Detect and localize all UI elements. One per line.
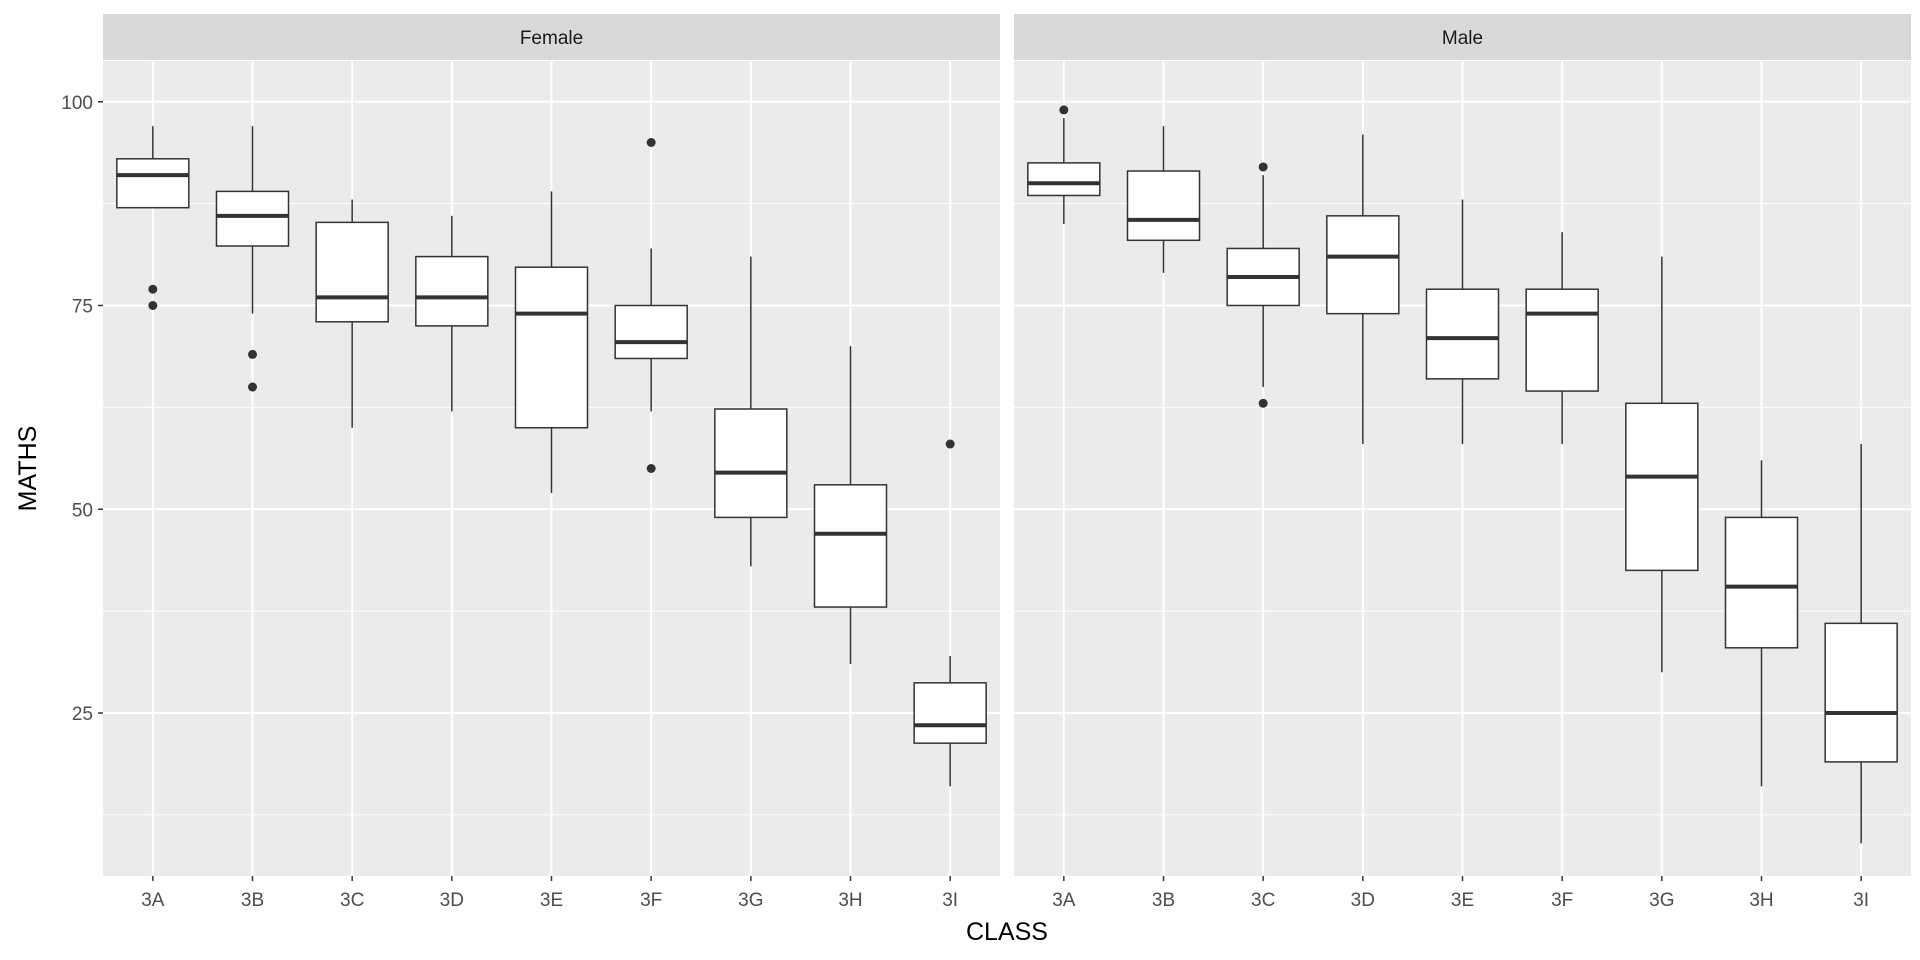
- box-3b: [215, 126, 290, 392]
- x-tick-label: 3B: [1152, 890, 1175, 911]
- box-3f: [614, 138, 688, 473]
- box-body: [1027, 162, 1101, 197]
- x-tick-label: 3H: [838, 890, 862, 911]
- box-3c: [315, 199, 389, 428]
- box-body: [1525, 288, 1599, 392]
- x-tick-label: 3A: [1052, 890, 1076, 911]
- box-3e: [1425, 199, 1500, 445]
- x-tick-label: 3B: [241, 890, 264, 911]
- facet-panel-female: Female 3A 3B 3C 3D 3E 3F 3G 3H 3I: [103, 14, 1000, 911]
- x-tick-label: 3H: [1749, 890, 1773, 911]
- outlier-point: [945, 439, 955, 449]
- box-body: [215, 190, 290, 247]
- box-body: [913, 682, 987, 744]
- x-tick-label: 3A: [141, 890, 165, 911]
- outlier-point: [646, 464, 656, 473]
- box-3b: [1126, 126, 1201, 273]
- y-tick-label: 25: [72, 704, 93, 725]
- facet-strip-label: Male: [1442, 28, 1483, 49]
- x-tick-label: 3F: [1551, 890, 1573, 911]
- facet-panels: Female 3A 3B 3C 3D 3E 3F 3G 3H 3I Male 3A 3B 3C 3D 3E 3F…: [103, 14, 1911, 911]
- y-axis: 25 50 75 100: [61, 93, 103, 725]
- outlier-point: [248, 349, 257, 359]
- box-3a: [1027, 105, 1101, 224]
- box-body: [1126, 170, 1201, 242]
- box-body: [415, 255, 489, 327]
- x-tick-label: 3F: [640, 890, 662, 911]
- x-tick-label: 3E: [1451, 890, 1474, 911]
- box-body: [1326, 215, 1400, 315]
- y-tick-label: 100: [61, 93, 93, 114]
- facet-strip-label: Female: [520, 28, 583, 49]
- box-body: [116, 158, 190, 209]
- x-tick-label: 3G: [1649, 890, 1674, 911]
- box-3e: [514, 191, 589, 493]
- x-tick-label: 3D: [440, 890, 464, 911]
- x-tick-label: 3I: [942, 890, 958, 911]
- box-3h: [1724, 460, 1799, 787]
- box-body: [315, 221, 389, 323]
- box-3g: [1625, 256, 1699, 673]
- box-3d: [415, 215, 489, 412]
- x-tick-label: 3I: [1853, 890, 1869, 911]
- box-3g: [714, 256, 788, 567]
- box-3i: [913, 439, 987, 787]
- outlier-point: [1258, 398, 1268, 408]
- box-body: [614, 304, 688, 360]
- box-3i: [1824, 444, 1898, 844]
- outlier-point: [148, 301, 158, 310]
- box-body: [813, 484, 888, 608]
- x-tick-label: 3D: [1351, 890, 1375, 911]
- x-tick-label: 3E: [540, 890, 563, 911]
- box-body: [1625, 402, 1699, 572]
- box-3f: [1525, 232, 1599, 445]
- box-3d: [1326, 134, 1400, 445]
- box-3a: [116, 126, 190, 310]
- box-3c: [1226, 162, 1300, 408]
- x-tick-label: 3G: [738, 890, 763, 911]
- y-tick-label: 75: [72, 297, 93, 318]
- outlier-point: [148, 284, 158, 294]
- x-tick-label: 3C: [340, 890, 364, 911]
- box-body: [1724, 516, 1799, 649]
- box-body: [1824, 622, 1898, 763]
- y-tick-label: 50: [72, 500, 93, 521]
- outlier-point: [1059, 105, 1069, 115]
- box-body: [514, 266, 589, 429]
- box-body: [1425, 288, 1500, 380]
- outlier-point: [1258, 162, 1268, 172]
- facet-panel-male: Male 3A 3B 3C 3D 3E 3F 3G 3H 3I: [1014, 14, 1911, 911]
- facet-strip: [1014, 14, 1911, 60]
- facet-strip: [103, 14, 1000, 60]
- outlier-point: [248, 382, 257, 392]
- box-body: [714, 408, 788, 519]
- x-tick-label: 3C: [1251, 890, 1275, 911]
- y-axis-title: MATHS: [14, 426, 42, 512]
- box-3h: [813, 346, 888, 665]
- outlier-point: [646, 138, 656, 147]
- x-axis-title: CLASS: [966, 918, 1048, 946]
